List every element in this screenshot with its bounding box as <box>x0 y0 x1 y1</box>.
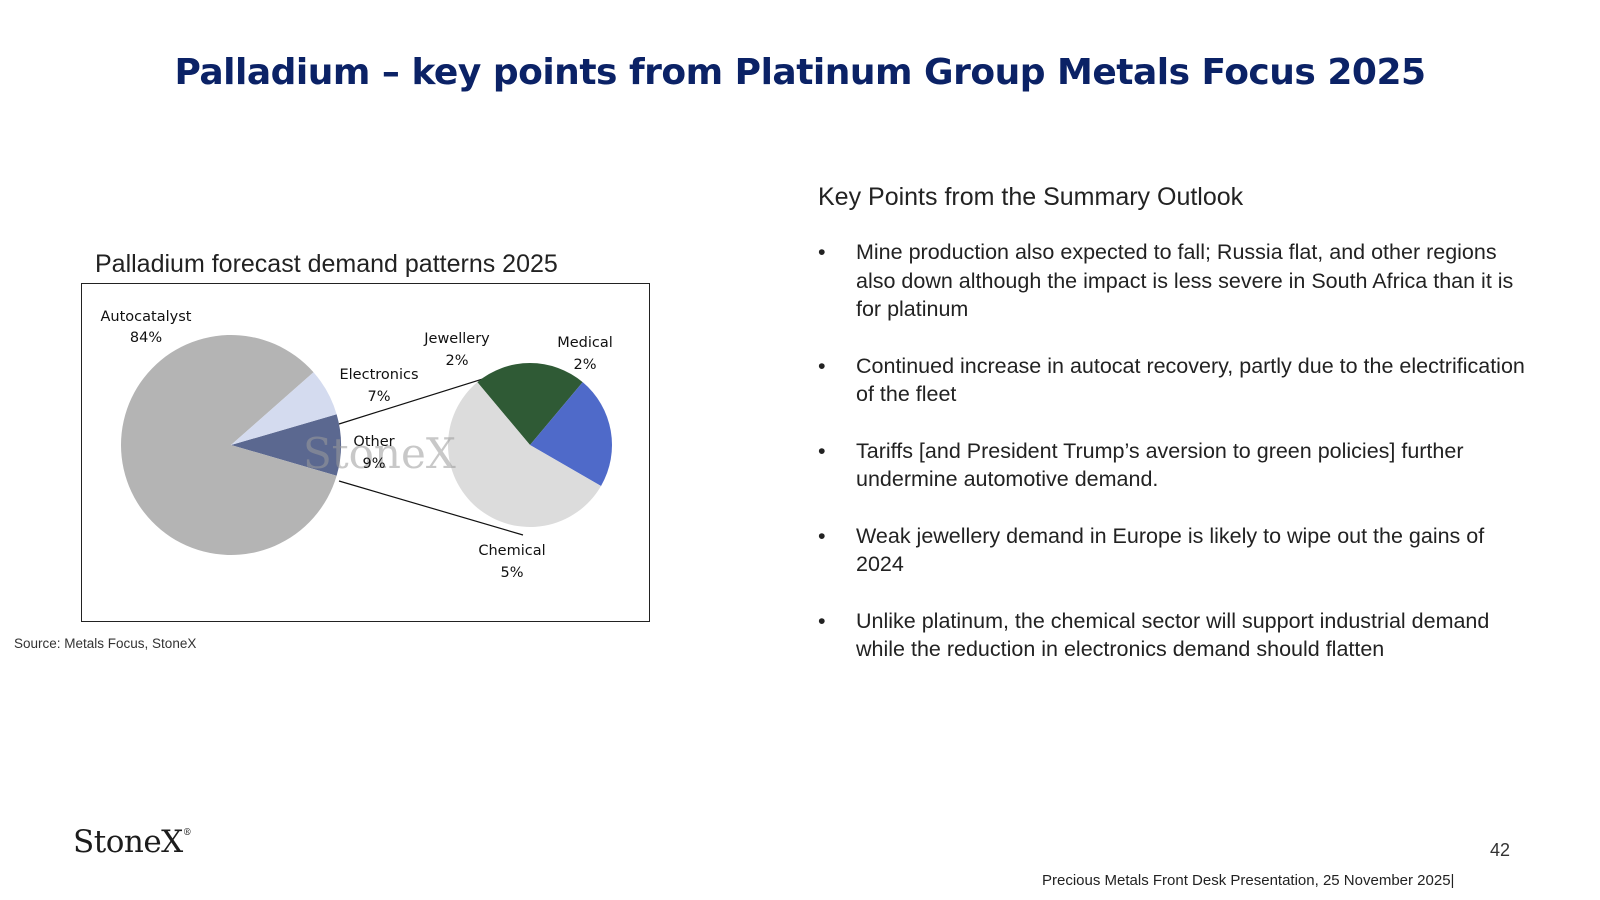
value-other: 9% <box>362 456 385 472</box>
bullet-icon: • <box>818 353 826 378</box>
key-points-list: • Mine production also expected to fall; … <box>818 238 1538 692</box>
bullet-text: Continued increase in autocat recovery, … <box>856 353 1525 407</box>
footer-presentation-info: Precious Metals Front Desk Presentation,… <box>1042 872 1455 889</box>
list-item: • Unlike platinum, the chemical sector wi… <box>818 607 1538 664</box>
value-chemical: 5% <box>500 565 523 581</box>
logo-registered-mark: ® <box>182 828 192 838</box>
breakout-pie <box>448 363 612 527</box>
label-chemical: Chemical <box>478 543 545 559</box>
breakout-slice-medical <box>530 382 612 486</box>
bullet-text: Tariffs [and President Trump’s aversion … <box>856 438 1464 492</box>
label-jewellery: Jewellery <box>423 331 490 347</box>
breakout-slice-jewellery <box>477 363 583 445</box>
value-jewellery: 2% <box>445 353 468 369</box>
bullet-icon: • <box>818 523 826 548</box>
bullet-text: Mine production also expected to fall; R… <box>856 240 1514 321</box>
value-medical: 2% <box>573 357 596 373</box>
list-item: • Weak jewellery demand in Europe is like… <box>818 522 1538 579</box>
key-points-title: Key Points from the Summary Outlook <box>818 183 1244 211</box>
bullet-text: Weak jewellery demand in Europe is likel… <box>856 523 1485 577</box>
main-pie <box>120 335 341 555</box>
main-slice-autocatalyst <box>120 335 337 555</box>
stonex-logo: StoneX® <box>73 824 192 860</box>
logo-text: StoneX <box>73 824 183 860</box>
pie-chart: StoneX Autocatalyst 84% Electronics 7% O… <box>101 309 613 581</box>
bullet-icon: • <box>818 608 826 633</box>
breakout-slice-chemical <box>448 382 602 527</box>
label-autocatalyst: Autocatalyst <box>101 309 192 325</box>
main-slice-other <box>231 414 341 476</box>
chart-watermark: StoneX <box>303 429 456 478</box>
chart-frame <box>81 283 650 622</box>
label-medical: Medical <box>557 335 613 351</box>
main-slice-electronics <box>231 372 337 445</box>
connector-line-bottom <box>338 480 524 536</box>
chart-source: Source: Metals Focus, StoneX <box>14 636 197 651</box>
chart-title: Palladium forecast demand patterns 2025 <box>95 250 558 278</box>
bullet-icon: • <box>818 240 826 264</box>
value-electronics: 7% <box>367 389 390 405</box>
value-autocatalyst: 84% <box>130 330 162 346</box>
list-item: • Tariffs [and President Trump’s aversion… <box>818 437 1538 494</box>
page-number: 42 <box>1490 840 1511 860</box>
bullet-icon: • <box>818 438 826 463</box>
label-electronics: Electronics <box>339 367 418 383</box>
label-other: Other <box>353 434 394 450</box>
page-title: Palladium – key points from Platinum Gro… <box>174 52 1426 93</box>
chart-labels: Autocatalyst 84% Electronics 7% Other 9%… <box>101 309 613 581</box>
list-item: • Mine production also expected to fall; … <box>818 238 1538 324</box>
list-item: • Continued increase in autocat recovery,… <box>818 352 1538 409</box>
bullet-text: Unlike platinum, the chemical sector wil… <box>856 608 1490 662</box>
